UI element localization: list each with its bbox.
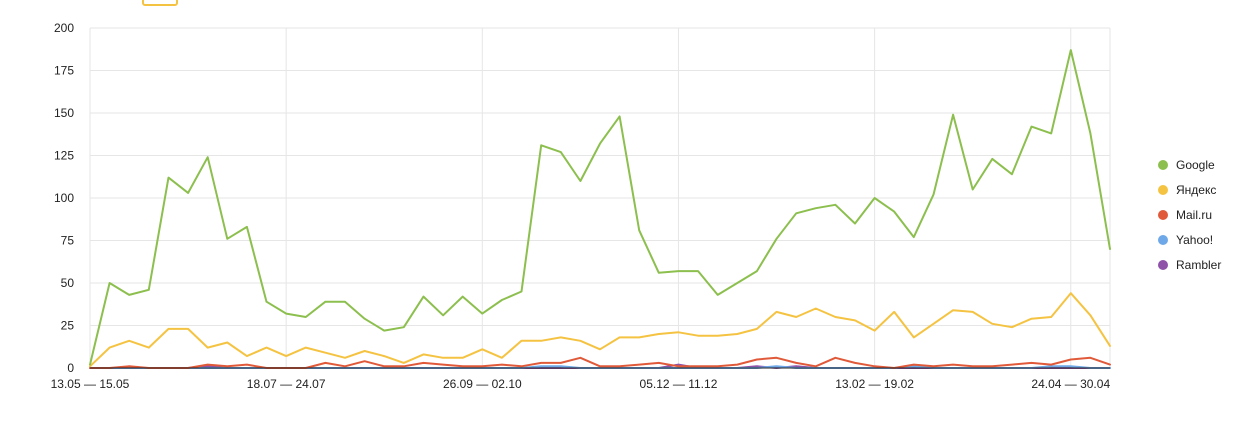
y-tick-label: 100 <box>54 191 74 205</box>
series-line-google <box>89 49 1111 366</box>
legend-label: Yahoo! <box>1176 232 1214 247</box>
y-tick-label: 175 <box>54 64 74 78</box>
legend-item[interactable]: Rambler <box>1158 252 1221 277</box>
x-tick-label: 13.02 — 19.02 <box>835 377 914 391</box>
x-tick-label: 24.04 — 30.04 <box>1031 377 1110 391</box>
y-tick-label: 200 <box>54 21 74 35</box>
legend-label: Rambler <box>1176 257 1222 272</box>
legend-swatch <box>1158 209 1168 220</box>
x-tick-label: 13.05 — 15.05 <box>51 377 130 391</box>
y-tick-label: 125 <box>54 149 74 163</box>
legend-item[interactable]: Mail.ru <box>1158 202 1221 227</box>
y-tick-label: 75 <box>61 234 75 248</box>
legend-swatch <box>1158 259 1168 270</box>
legend-item[interactable]: Google <box>1158 152 1221 177</box>
series-line-яндекс <box>89 292 1111 368</box>
x-tick-label: 26.09 — 02.10 <box>443 377 522 391</box>
legend-label: Google <box>1176 157 1215 172</box>
legend-swatch <box>1158 184 1168 195</box>
y-tick-label: 0 <box>67 361 74 375</box>
series-line-mail-ru <box>89 356 1111 369</box>
partial-legend-swatch <box>142 0 178 6</box>
legend: Google Яндекс Mail.ru Yahoo! Rambler <box>1158 152 1221 277</box>
y-tick-label: 150 <box>54 106 74 120</box>
legend-swatch <box>1158 234 1168 245</box>
x-tick-label: 05.12 — 11.12 <box>640 377 718 391</box>
y-tick-label: 25 <box>61 319 75 333</box>
legend-swatch <box>1158 159 1168 170</box>
legend-label: Mail.ru <box>1176 207 1213 222</box>
legend-item[interactable]: Яндекс <box>1158 177 1221 202</box>
x-tick-label: 18.07 — 24.07 <box>247 377 326 391</box>
legend-label: Яндекс <box>1176 182 1217 197</box>
y-tick-label: 50 <box>61 276 75 290</box>
legend-item[interactable]: Yahoo! <box>1158 227 1221 252</box>
